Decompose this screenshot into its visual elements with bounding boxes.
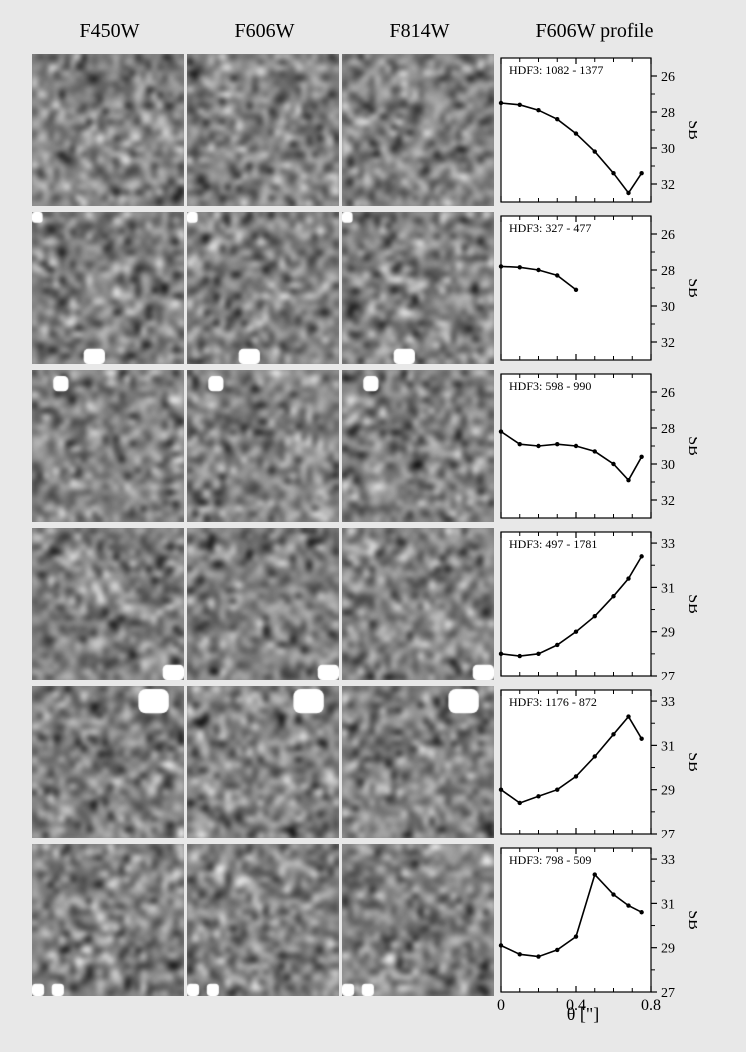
svg-text:33: 33 [661, 695, 675, 710]
header-f606w: F606W [187, 20, 342, 48]
noise-thumbnail [32, 528, 184, 680]
column-headers: F450W F606W F814W F606W profile [32, 20, 727, 48]
svg-text:27: 27 [661, 828, 675, 838]
svg-text:30: 30 [661, 458, 675, 473]
svg-text:27: 27 [661, 670, 675, 680]
svg-text:33: 33 [661, 537, 675, 552]
noise-thumbnail [342, 528, 494, 680]
svg-text:27: 27 [661, 986, 675, 1001]
figure-container: F450W F606W F814W F606W profile 26 28 30 32… [32, 20, 727, 1022]
noise-thumbnail [342, 686, 494, 838]
profile-cell: 33 31 29 27 SB HDF3: 1176 - 872 [497, 686, 697, 838]
profile-label: HDF3: 798 - 509 [509, 853, 591, 867]
svg-text:32: 32 [661, 178, 675, 193]
svg-text:28: 28 [661, 422, 675, 437]
noise-thumbnail [187, 844, 339, 996]
profile-label: HDF3: 1176 - 872 [509, 695, 597, 709]
noise-thumbnail [32, 370, 184, 522]
svg-text:26: 26 [661, 228, 675, 243]
noise-thumbnail [187, 528, 339, 680]
figure-row: 33 31 29 27 SB HDF3: 1176 - 872 [32, 686, 727, 841]
figure-row: 26 28 30 32 SB HDF3: 598 - 990 [32, 370, 727, 525]
header-profile: F606W profile [497, 20, 692, 48]
profile-label: HDF3: 1082 - 1377 [509, 63, 603, 77]
noise-thumbnail [342, 370, 494, 522]
profile-plot: 33 31 29 27 SB HDF3: 1176 - 872 [497, 686, 697, 838]
noise-thumbnail [342, 54, 494, 206]
figure-row: 26 28 30 32 SB HDF3: 1082 - 1377 [32, 54, 727, 209]
noise-thumbnail [187, 54, 339, 206]
y-axis-label: SB [685, 278, 697, 298]
svg-text:28: 28 [661, 264, 675, 279]
y-axis-label: SB [685, 120, 697, 140]
noise-thumbnail [32, 54, 184, 206]
profile-cell: 3331292700.40.8SBHDF3: 798 - 509 [497, 844, 697, 1019]
profile-label: HDF3: 327 - 477 [509, 221, 591, 235]
profile-cell: 33 31 29 27 SB HDF3: 497 - 1781 [497, 528, 697, 680]
y-axis-label: SB [685, 752, 697, 772]
noise-thumbnail [187, 370, 339, 522]
svg-text:0.8: 0.8 [641, 997, 661, 1014]
profile-plot: 33 31 29 27 SB HDF3: 497 - 1781 [497, 528, 697, 680]
header-f814w: F814W [342, 20, 497, 48]
svg-text:33: 33 [661, 853, 675, 868]
svg-text:31: 31 [661, 739, 675, 754]
profile-label: HDF3: 598 - 990 [509, 379, 591, 393]
profile-plot: 26 28 30 32 SB HDF3: 1082 - 1377 [497, 54, 697, 206]
svg-text:26: 26 [661, 386, 675, 401]
svg-text:30: 30 [661, 300, 675, 315]
y-axis-label: SB [685, 910, 697, 930]
y-axis-label: SB [685, 436, 697, 456]
svg-text:30: 30 [661, 142, 675, 157]
noise-thumbnail [187, 686, 339, 838]
svg-text:32: 32 [661, 336, 675, 351]
profile-cell: 26 28 30 32 SB HDF3: 598 - 990 [497, 370, 697, 522]
profile-cell: 26 28 30 32 SB HDF3: 327 - 477 [497, 212, 697, 364]
svg-text:32: 32 [661, 494, 675, 509]
svg-text:26: 26 [661, 70, 675, 85]
svg-text:29: 29 [661, 942, 675, 957]
noise-thumbnail [32, 212, 184, 364]
profile-cell: 26 28 30 32 SB HDF3: 1082 - 1377 [497, 54, 697, 206]
noise-thumbnail [32, 686, 184, 838]
profile-plot: 3331292700.40.8SBHDF3: 798 - 509 [497, 844, 697, 1019]
header-f450w: F450W [32, 20, 187, 48]
figure-row: 33 31 29 27 SB HDF3: 497 - 1781 [32, 528, 727, 683]
y-axis-label: SB [685, 594, 697, 614]
svg-text:31: 31 [661, 581, 675, 596]
profile-plot: 26 28 30 32 SB HDF3: 327 - 477 [497, 212, 697, 364]
svg-text:31: 31 [661, 897, 675, 912]
figure-row: 3331292700.40.8SBHDF3: 798 - 509 [32, 844, 727, 1019]
noise-thumbnail [32, 844, 184, 996]
figure-row: 26 28 30 32 SB HDF3: 327 - 477 [32, 212, 727, 367]
profile-label: HDF3: 497 - 1781 [509, 537, 597, 551]
noise-thumbnail [342, 212, 494, 364]
profile-plot: 26 28 30 32 SB HDF3: 598 - 990 [497, 370, 697, 522]
svg-text:29: 29 [661, 784, 675, 799]
noise-thumbnail [187, 212, 339, 364]
svg-text:29: 29 [661, 626, 675, 641]
svg-text:28: 28 [661, 106, 675, 121]
figure-grid: 26 28 30 32 SB HDF3: 1082 - 1377 26 28 30 32 SB HDF… [32, 54, 727, 1022]
noise-thumbnail [342, 844, 494, 996]
svg-text:0: 0 [497, 997, 505, 1014]
x-axis-label: θ ["] [528, 1004, 638, 1025]
